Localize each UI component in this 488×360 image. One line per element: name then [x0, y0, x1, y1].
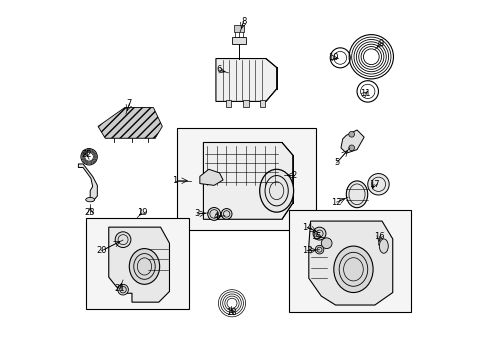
Text: 5: 5	[333, 158, 339, 167]
Polygon shape	[200, 169, 223, 185]
Bar	[259, 100, 264, 107]
Polygon shape	[98, 108, 162, 138]
Polygon shape	[216, 59, 276, 102]
Circle shape	[348, 145, 354, 151]
Bar	[233, 25, 244, 32]
Circle shape	[207, 207, 220, 220]
Text: 13: 13	[301, 246, 312, 255]
Text: 9: 9	[378, 39, 383, 48]
Polygon shape	[308, 221, 392, 305]
Ellipse shape	[379, 239, 387, 253]
Ellipse shape	[129, 249, 160, 284]
Text: 1: 1	[172, 176, 177, 185]
Bar	[231, 37, 246, 44]
Circle shape	[367, 174, 388, 195]
Text: 22: 22	[81, 150, 92, 159]
Bar	[225, 100, 231, 107]
Ellipse shape	[85, 198, 95, 202]
Circle shape	[221, 208, 231, 219]
Text: 7: 7	[126, 99, 132, 108]
Circle shape	[312, 227, 325, 240]
Text: 23: 23	[85, 208, 95, 217]
Text: 17: 17	[368, 180, 379, 189]
Text: 21: 21	[114, 284, 124, 293]
Text: 2: 2	[290, 171, 296, 180]
Circle shape	[321, 238, 331, 249]
Circle shape	[315, 246, 323, 254]
Polygon shape	[340, 130, 364, 153]
Text: 6: 6	[216, 66, 221, 75]
Circle shape	[118, 284, 128, 295]
Text: 10: 10	[327, 53, 338, 62]
Text: 18: 18	[225, 308, 236, 317]
Circle shape	[348, 131, 354, 137]
Text: 19: 19	[137, 208, 147, 217]
Text: 4: 4	[214, 212, 219, 221]
Ellipse shape	[259, 169, 293, 212]
Bar	[243, 100, 248, 107]
Polygon shape	[108, 227, 169, 302]
Ellipse shape	[333, 246, 372, 293]
Bar	[288, 210, 410, 312]
Text: 8: 8	[241, 17, 246, 26]
Bar	[176, 128, 315, 230]
Text: 15: 15	[310, 232, 321, 241]
Bar	[85, 217, 189, 309]
Text: 16: 16	[373, 232, 384, 241]
Text: 12: 12	[331, 198, 341, 207]
Text: 20: 20	[96, 246, 107, 255]
Text: 11: 11	[359, 89, 370, 98]
Text: 3: 3	[194, 210, 200, 219]
Circle shape	[115, 232, 131, 248]
Polygon shape	[203, 143, 292, 219]
Polygon shape	[78, 164, 97, 202]
Text: 14: 14	[301, 222, 312, 231]
Ellipse shape	[346, 181, 367, 208]
